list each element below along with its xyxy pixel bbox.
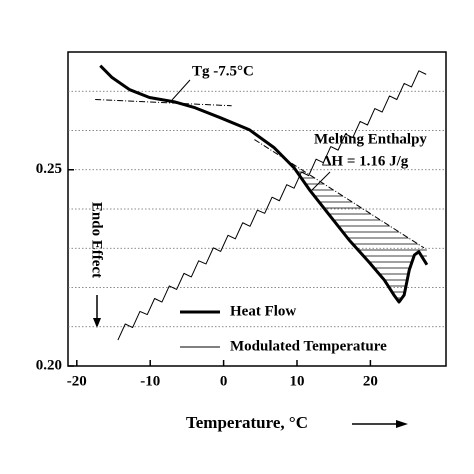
melting-annotation: Melting Enthalpy <box>314 131 427 147</box>
series-line <box>99 64 429 304</box>
y-tick-label: 0.20 <box>36 357 62 373</box>
enthalpy-annotation: ΔH = 1.16 J/g <box>322 153 409 169</box>
x-tick-label: 20 <box>363 373 378 389</box>
x-tick-label: -20 <box>67 373 87 389</box>
endo-arrow-head <box>93 318 101 328</box>
y-tick-label: 0.25 <box>36 161 62 177</box>
endo-label: Endo Effect <box>89 202 105 278</box>
x-tick-label: -10 <box>140 373 160 389</box>
series-line <box>117 70 427 341</box>
legend-label: Modulated Temperature <box>230 338 387 354</box>
tg-annotation: Tg -7.5°C <box>192 63 254 79</box>
baseline <box>95 98 232 107</box>
x-arrow-head <box>396 420 408 428</box>
x-tick-label: 10 <box>290 373 305 389</box>
enthalpy-pointer <box>311 171 331 191</box>
x-tick-label: 0 <box>220 373 228 389</box>
tg-pointer <box>171 79 191 101</box>
x-axis-label: Temperature, °C <box>186 413 308 432</box>
legend-label: Heat Flow <box>230 303 296 319</box>
